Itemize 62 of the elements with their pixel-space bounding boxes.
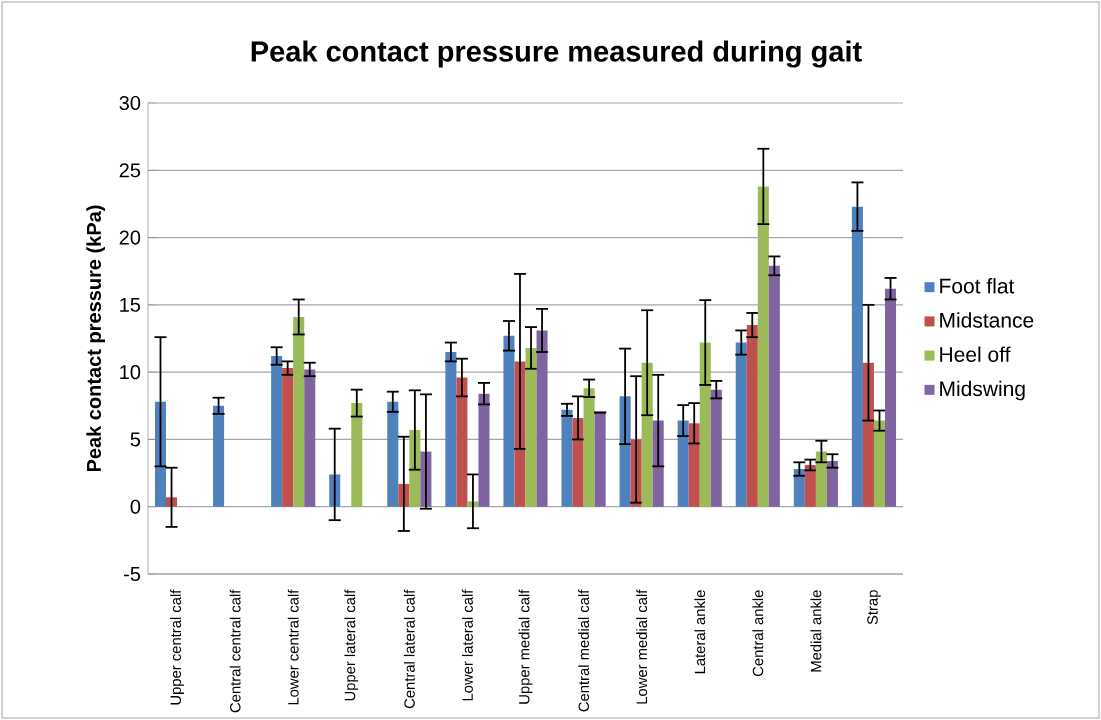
bar <box>746 325 758 507</box>
bar <box>710 389 722 507</box>
bar <box>641 362 653 507</box>
x-tick-label: Lower medial calf <box>636 589 648 704</box>
bar <box>851 206 863 507</box>
bar <box>793 469 805 507</box>
bar <box>699 342 711 507</box>
chart-title: Peak contact pressure measured during gait <box>251 40 862 68</box>
bar <box>873 420 885 507</box>
bar <box>445 351 457 507</box>
bar <box>862 362 874 507</box>
bar <box>619 396 631 507</box>
y-axis-title: Peak contact pressure (kPa) <box>86 205 105 472</box>
bar <box>304 369 316 507</box>
bar <box>885 288 897 507</box>
bar <box>536 330 548 507</box>
bar <box>271 356 283 507</box>
bar <box>561 409 573 507</box>
y-tick-label: 5 <box>130 432 141 447</box>
bar <box>594 412 606 507</box>
x-tick-label: Central medial calf <box>578 589 590 712</box>
bar <box>503 335 515 507</box>
bar <box>688 423 700 507</box>
x-tick-label: Central central calf <box>229 589 241 713</box>
x-tick-label: Upper medial calf <box>518 589 533 704</box>
bar <box>282 368 294 507</box>
bar <box>351 403 363 507</box>
bar <box>768 265 780 507</box>
y-tick-label: 20 <box>119 230 141 245</box>
bar <box>815 451 827 507</box>
y-tick-label: 30 <box>119 95 141 111</box>
bar <box>456 377 468 507</box>
x-tick-label: Medial ankle <box>810 590 822 672</box>
y-tick-label: -5 <box>124 567 141 581</box>
legend-label: Foot flat <box>940 278 1015 294</box>
x-tick-label: Lateral ankle <box>694 590 706 674</box>
bar <box>757 186 769 507</box>
y-tick-label: 25 <box>119 163 141 178</box>
bar <box>213 405 225 507</box>
x-tick-label: Upper central calf <box>170 589 184 705</box>
bar <box>826 460 838 507</box>
legend-label: Midstance <box>940 312 1034 328</box>
bar <box>677 420 689 507</box>
legend-label: Heel off <box>940 346 1011 362</box>
bar <box>583 388 595 507</box>
bar <box>387 401 399 507</box>
x-tick-label: Lower lateral calf <box>461 589 473 701</box>
bar <box>478 393 490 507</box>
x-tick-label: Strap <box>867 590 881 625</box>
x-tick-label: Central ankle <box>752 590 764 677</box>
bar <box>293 316 305 507</box>
x-tick-label: Upper lateral calf <box>344 589 359 701</box>
bar <box>804 465 816 507</box>
y-tick-label: 15 <box>120 297 141 312</box>
y-tick-label: 10 <box>120 365 141 380</box>
x-tick-label: Central lateral calf <box>403 589 415 709</box>
legend-label: Midswing <box>940 380 1025 401</box>
x-tick-label: Lower central calf <box>287 589 299 705</box>
bar <box>525 347 537 507</box>
y-tick-label: 0 <box>130 499 141 514</box>
bar <box>572 417 584 507</box>
bar <box>735 342 747 507</box>
